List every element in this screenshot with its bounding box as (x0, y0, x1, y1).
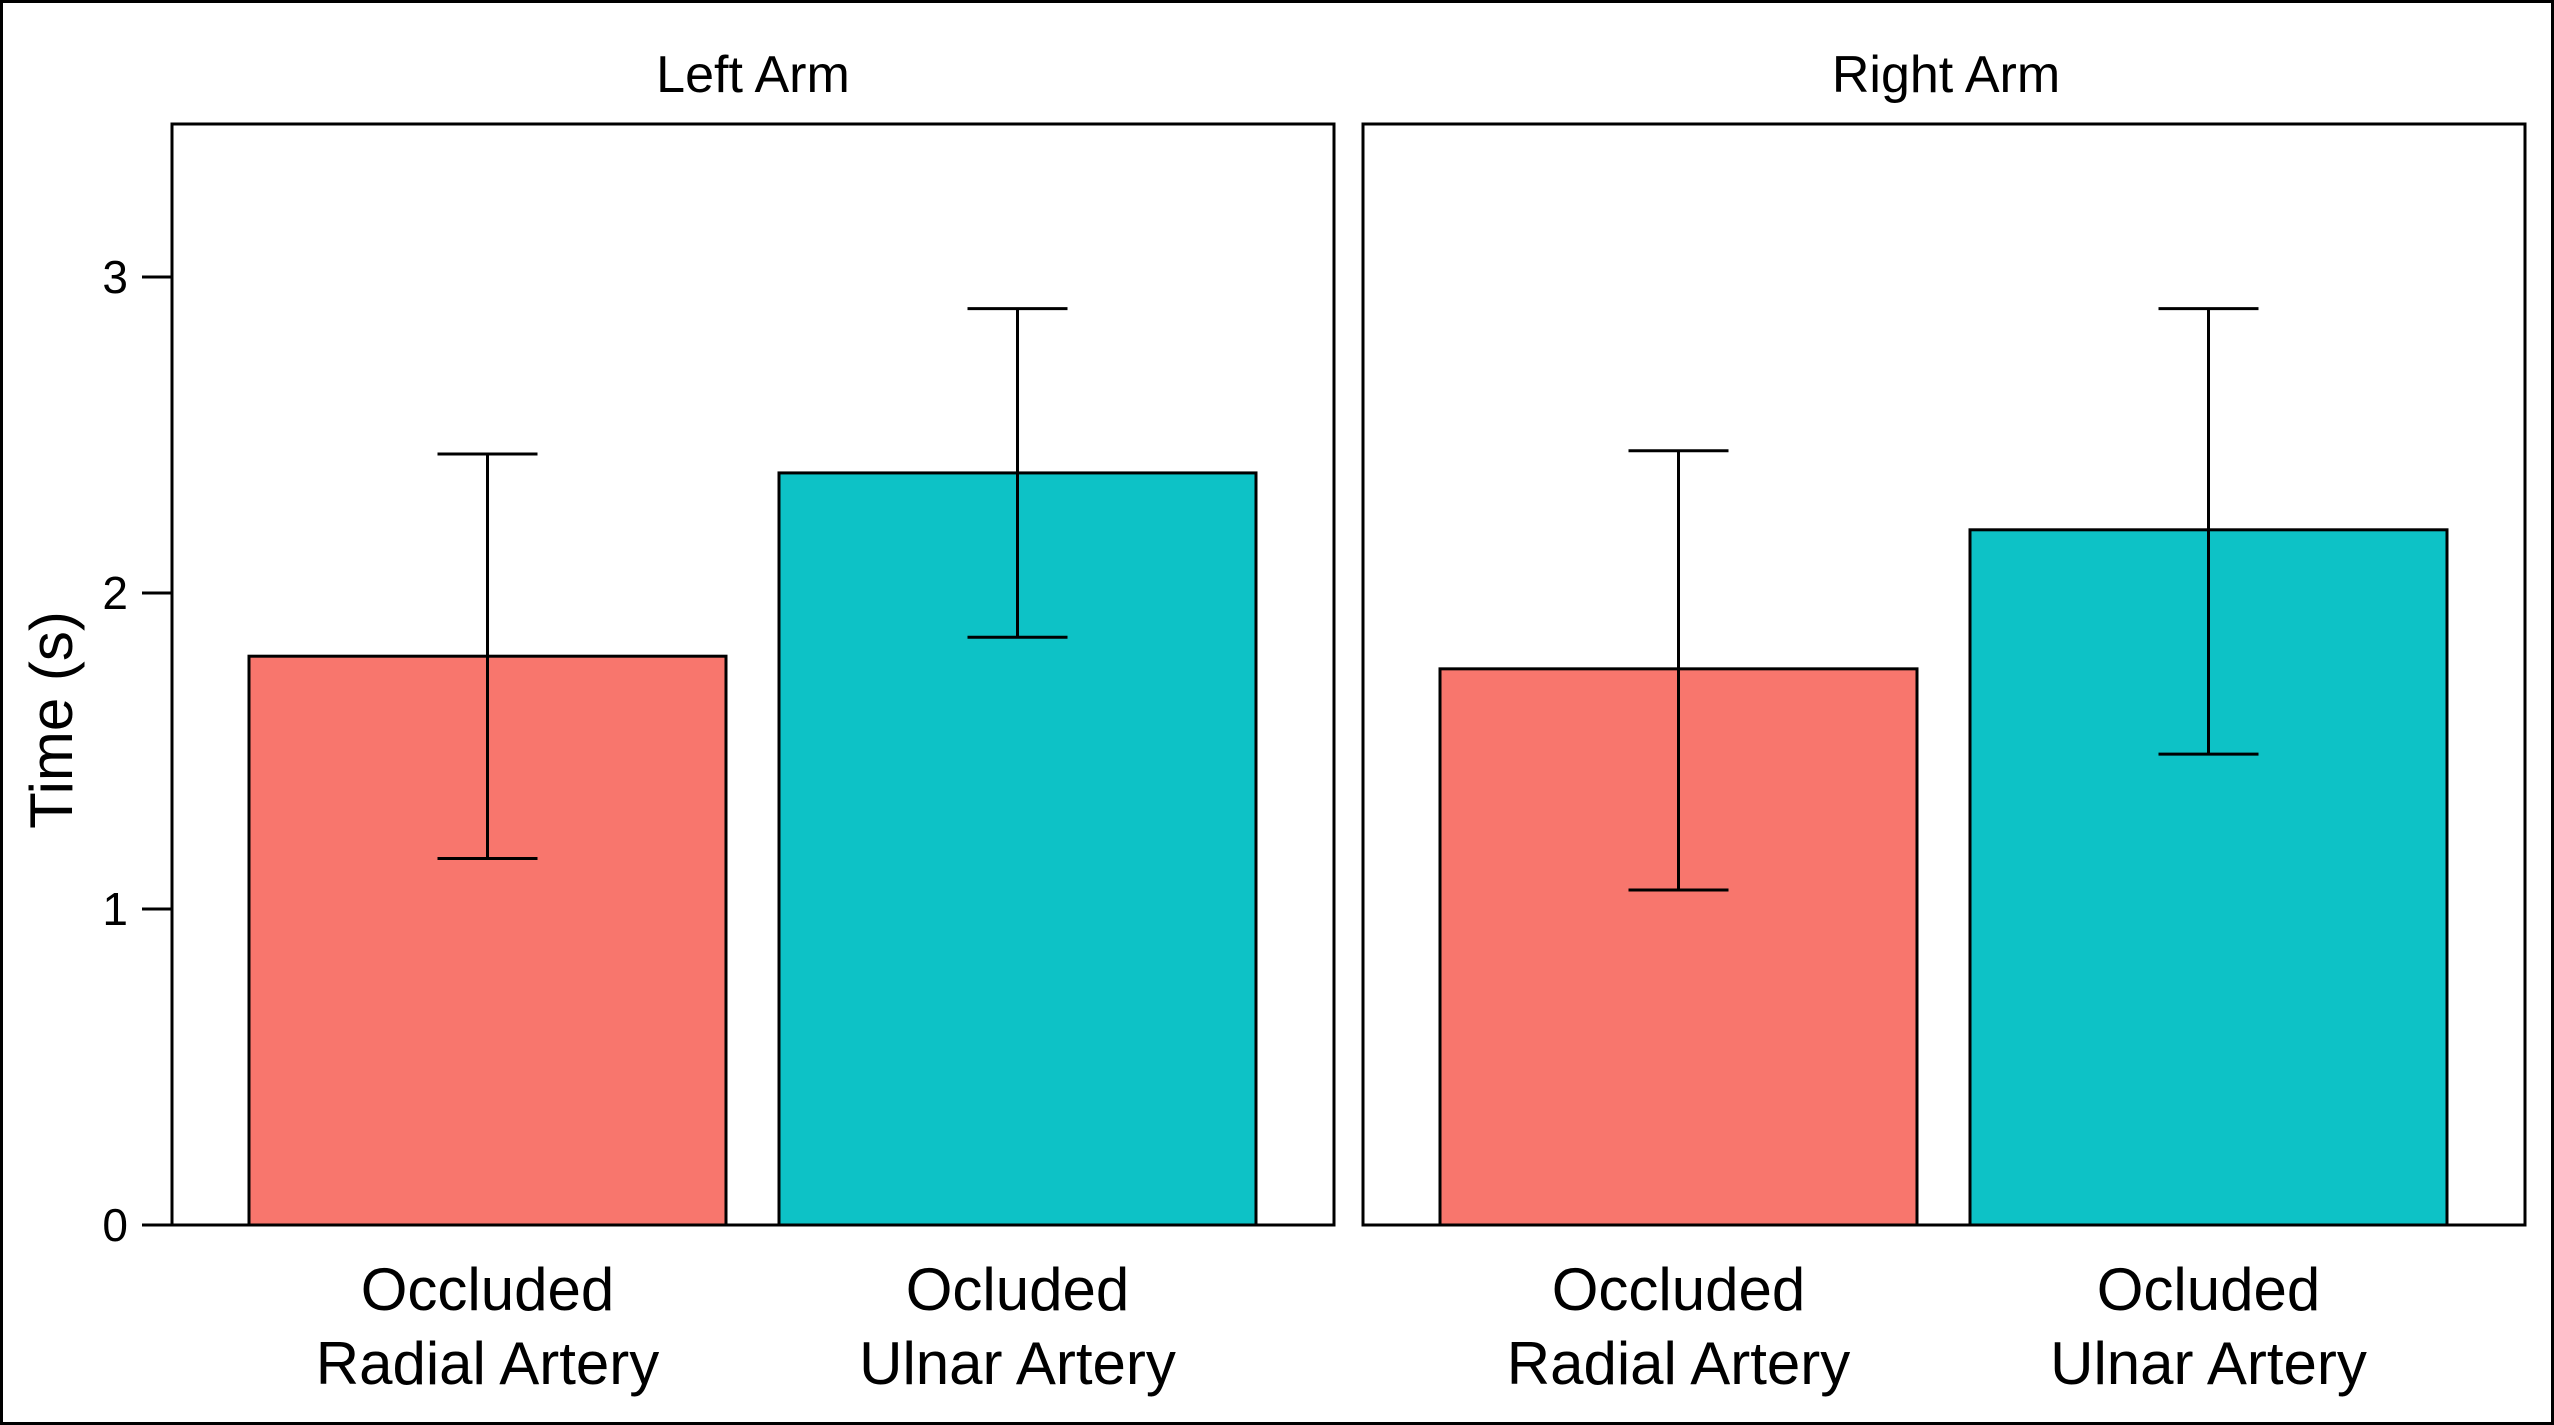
category-label-right-arm-ulnar: Ocluded Ulnar Artery (2050, 1256, 2367, 1397)
bars-right-arm (1438, 307, 2449, 1227)
y-tick-label-2: 2 (102, 567, 128, 619)
y-tick-label-0: 0 (102, 1199, 128, 1251)
category-label-left-arm-ulnar: Ocluded Ulnar Artery (859, 1256, 1176, 1397)
panel-frame-right-arm (1361, 122, 2527, 1227)
error-bar-right-arm-radial (1628, 449, 1729, 892)
category-label-line: Ulnar Artery (859, 1330, 1176, 1397)
category-labels-right-arm: Occluded Radial Artery Ocluded Ulnar Artery (1507, 1256, 2367, 1397)
panel-left-arm: Left Arm Occluded Radial Artery Ocluded Uln… (170, 46, 1336, 1397)
category-label-left-arm-radial: Occluded Radial Artery (316, 1256, 659, 1397)
strip-title-left-arm: Left Arm (656, 46, 850, 104)
strip-title-right-arm: Right Arm (1832, 46, 2060, 104)
y-tick-label-3: 3 (102, 251, 128, 303)
category-label-line: Occluded (361, 1256, 614, 1323)
y-tick-label-1: 1 (102, 883, 128, 935)
error-bar-left-arm-ulnar (967, 307, 1068, 639)
y-axis-title: Time (s) (18, 611, 85, 829)
bars-left-arm (247, 307, 1258, 1227)
category-label-line: Occluded (1552, 1256, 1805, 1323)
error-bar-right-arm-ulnar (2158, 307, 2259, 756)
category-label-line: Radial Artery (1507, 1330, 1850, 1397)
category-label-right-arm-radial: Occluded Radial Artery (1507, 1256, 1850, 1397)
category-label-line: Ocluded (906, 1256, 1129, 1323)
panel-frame-left-arm (170, 122, 1336, 1227)
category-label-line: Ocluded (2097, 1256, 2320, 1323)
panel-right-arm: Right Arm Occluded Radial Artery Ocluded Ul… (1361, 46, 2527, 1397)
category-label-line: Ulnar Artery (2050, 1330, 2367, 1397)
y-axis: 0 1 2 3 (102, 251, 172, 1251)
category-label-line: Radial Artery (316, 1330, 659, 1397)
category-labels-left-arm: Occluded Radial Artery Ocluded Ulnar Artery (316, 1256, 1176, 1397)
error-bar-left-arm-radial (437, 452, 538, 860)
